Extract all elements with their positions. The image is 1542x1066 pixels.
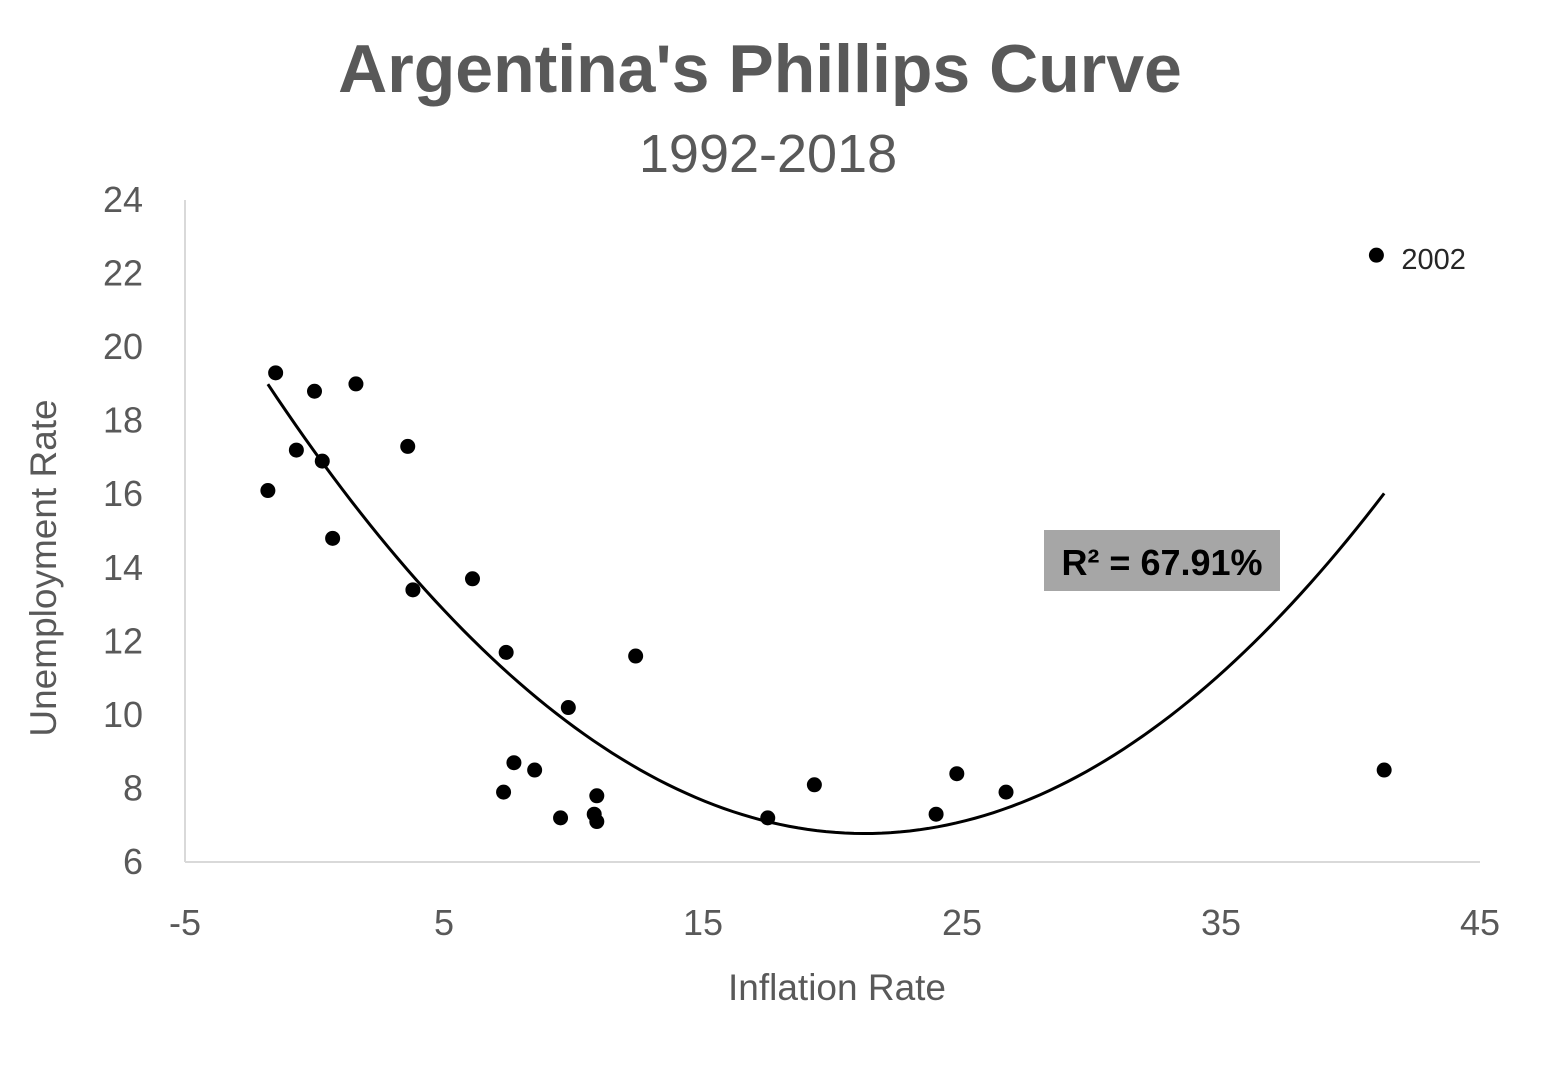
data-point <box>806 777 822 793</box>
data-point <box>325 530 341 546</box>
x-tick-label: 15 <box>683 902 723 943</box>
r-squared-label: R² = 67.91% <box>1061 542 1262 583</box>
data-point <box>760 810 776 826</box>
data-points <box>260 247 1392 830</box>
data-point <box>560 700 576 716</box>
x-tick-label: -5 <box>169 902 201 943</box>
x-tick-label: 25 <box>942 902 982 943</box>
axes <box>184 200 1480 863</box>
x-axis-label: Inflation Rate <box>728 967 946 1008</box>
data-point <box>348 376 364 392</box>
data-point <box>288 442 304 458</box>
data-point <box>506 755 522 771</box>
data-point <box>527 762 543 778</box>
r-squared-box <box>1044 530 1280 591</box>
y-tick-label: 22 <box>103 253 143 294</box>
data-point <box>1376 762 1392 778</box>
y-tick-label: 6 <box>123 841 143 882</box>
trendline-group <box>266 383 1386 836</box>
data-point <box>949 766 965 782</box>
data-point <box>400 438 416 454</box>
y-tick-label: 14 <box>103 547 143 588</box>
data-point <box>498 644 514 660</box>
y-axis-label: Unemployment Rate <box>23 399 64 736</box>
data-point <box>589 814 605 830</box>
data-point <box>1368 247 1384 263</box>
trendline <box>266 383 1386 836</box>
x-axis-tick-labels: -5 5 15 25 35 45 <box>169 902 1500 943</box>
data-point <box>496 784 512 800</box>
x-tick-label: 5 <box>434 902 454 943</box>
data-point <box>405 582 421 598</box>
data-point <box>268 365 284 381</box>
data-point <box>553 810 569 826</box>
data-point <box>998 784 1014 800</box>
y-tick-label: 8 <box>123 767 143 808</box>
y-tick-label: 12 <box>103 620 143 661</box>
y-tick-label: 24 <box>103 179 143 220</box>
point-label-2002: 2002 <box>1401 244 1466 276</box>
x-tick-label: 35 <box>1201 902 1241 943</box>
data-point <box>928 806 944 822</box>
y-tick-label: 20 <box>103 326 143 367</box>
data-point <box>260 483 276 499</box>
chart-subtitle: 1992-2018 <box>639 124 897 184</box>
data-point <box>307 383 322 399</box>
x-tick-label: 45 <box>1460 902 1500 943</box>
data-point <box>589 788 605 804</box>
y-tick-label: 18 <box>103 400 143 441</box>
data-point <box>628 648 644 664</box>
chart-title: Argentina's Phillips Curve <box>338 31 1182 107</box>
y-tick-label: 16 <box>103 473 143 514</box>
y-axis-tick-labels: 6 8 10 12 14 16 18 20 22 24 <box>103 179 143 882</box>
annotations: 2002 R² = 67.91% <box>1044 244 1466 591</box>
y-tick-label: 10 <box>103 694 143 735</box>
data-point <box>314 453 330 469</box>
data-point <box>464 571 480 587</box>
